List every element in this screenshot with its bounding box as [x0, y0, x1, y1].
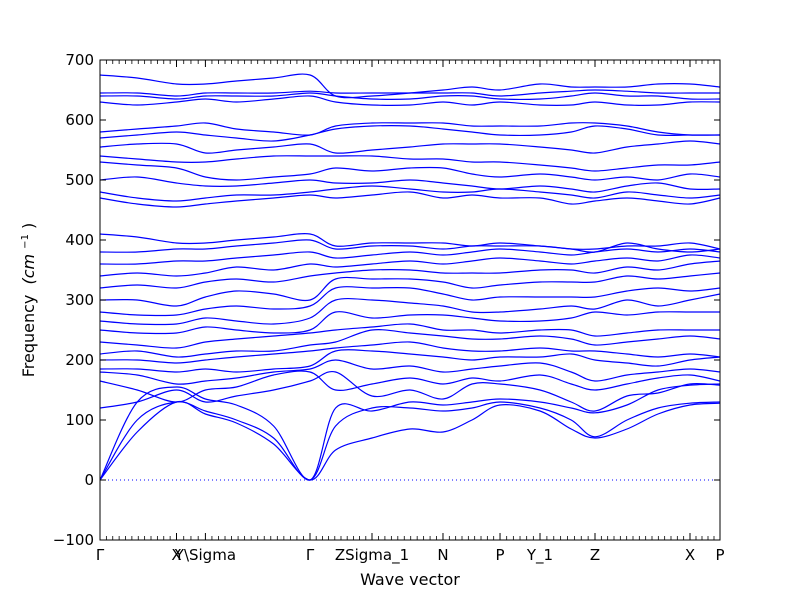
y-axis-ticks: −100 0 100 200 300 400 500 600 700 — [53, 51, 720, 549]
y-tick-label: 700 — [65, 51, 94, 69]
x-axis-label: Wave vector — [360, 570, 460, 589]
x-tick-label: Γ — [306, 546, 315, 564]
plot-area — [99, 73, 721, 481]
band-line-24 — [99, 155, 721, 172]
band-line-17 — [99, 248, 721, 265]
band-line-3 — [99, 383, 721, 481]
y-axis-label-unit: (cm — [19, 254, 38, 285]
y-tick-label: 600 — [65, 111, 94, 129]
band-line-13 — [99, 286, 721, 317]
x-axis-ticks: Γ XY\Sigma Γ ZSigma_1 N P Y_1 Z X P — [96, 60, 725, 565]
x-tick-label: Z — [590, 546, 600, 564]
band-line-22 — [99, 176, 721, 193]
band-line-28 — [99, 95, 721, 106]
x-tick-label: Y\Sigma — [174, 546, 236, 564]
y-tick-label: 200 — [65, 351, 94, 369]
y-tick-label: 100 — [65, 411, 94, 429]
y-tick-label: −100 — [53, 531, 94, 549]
y-tick-label: 0 — [84, 471, 94, 489]
x-tick-label: ZSigma_1 — [335, 546, 409, 565]
band-line-15 — [99, 260, 721, 289]
band-line-29 — [99, 92, 721, 100]
axes-frame — [99, 59, 721, 541]
band-line-20 — [99, 191, 721, 208]
band-lines — [99, 73, 721, 481]
band-line-11 — [99, 311, 720, 335]
y-tick-label: 400 — [65, 231, 94, 249]
y-axis-label-close: ) — [19, 223, 38, 229]
x-tick-label: N — [437, 546, 448, 564]
band-line-18 — [99, 239, 721, 253]
band-line-7 — [99, 349, 721, 373]
x-tick-label: Γ — [96, 546, 105, 564]
band-line-16 — [99, 254, 721, 277]
band-line-14 — [99, 272, 721, 307]
x-tick-label: X — [685, 546, 695, 564]
band-line-19 — [99, 233, 721, 253]
band-line-12 — [99, 293, 721, 326]
band-line-2 — [99, 401, 721, 481]
band-line-4 — [99, 370, 721, 412]
band-line-23 — [99, 161, 721, 181]
x-tick-label: P — [715, 546, 724, 564]
band-line-21 — [99, 185, 721, 202]
band-line-30 — [99, 89, 720, 97]
band-line-25 — [99, 140, 721, 154]
band-line-27 — [99, 122, 721, 136]
y-axis-label-text: Frequency — [19, 295, 38, 378]
band-line-8 — [99, 341, 721, 364]
band-line-26 — [99, 125, 720, 142]
band-line-6 — [99, 359, 721, 385]
band-line-10 — [99, 323, 720, 349]
x-tick-label: X — [171, 546, 181, 564]
x-tick-label: Y_1 — [526, 546, 553, 565]
y-tick-label: 500 — [65, 171, 94, 189]
band-line-1 — [99, 400, 721, 481]
band-line-31 — [99, 73, 721, 99]
y-tick-label: 300 — [65, 291, 94, 309]
y-axis-label-exponent: −1 — [20, 234, 31, 249]
x-tick-label: P — [496, 546, 505, 564]
y-axis-label: Frequency (cm −1 ) — [13, 223, 38, 378]
band-line-9 — [99, 329, 721, 358]
band-line-5 — [99, 370, 721, 403]
